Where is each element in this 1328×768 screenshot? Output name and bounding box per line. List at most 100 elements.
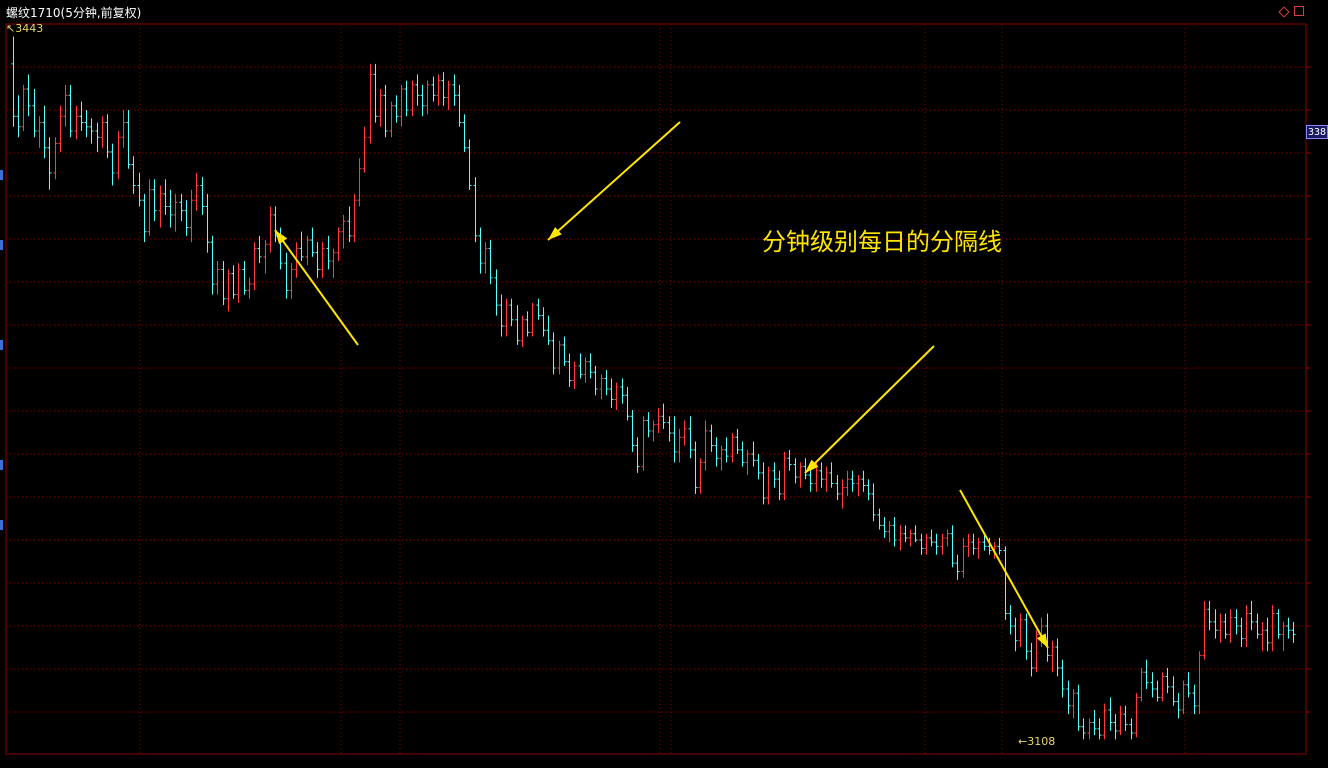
ohlc-bar [89,118,94,144]
ohlc-bar [1066,680,1071,715]
arrow-head [548,226,562,240]
ohlc-bar [1045,613,1050,662]
ohlc-bar [32,89,37,138]
ohlc-bar [431,76,436,102]
arrow-line [804,345,935,474]
ohlc-bar [399,84,404,127]
ohlc-bar [383,84,388,138]
ohlc-bar [326,235,331,270]
ohlc-bar [215,261,220,295]
ohlc-bar [1276,609,1281,639]
ohlc-bar [189,189,194,243]
ohlc-bar [787,449,792,471]
ohlc-bar [1291,621,1296,643]
ohlc-bar [226,269,231,312]
ohlc-bar [1228,609,1233,643]
ohlc-bar [609,378,614,408]
price-tag: 338 [1306,125,1328,139]
ohlc-bar [509,298,514,327]
chart-title: 螺纹1710(5分钟,前复权) [6,6,142,20]
ohlc-bar [110,143,115,186]
ohlc-bar [263,240,268,274]
ohlc-bar [698,458,703,494]
ohlc-bar [1134,693,1139,738]
ohlc-bar [1176,693,1181,719]
ohlc-bar [1286,617,1291,639]
ohlc-bar [882,516,887,538]
ohlc-bar [299,231,304,262]
ohlc-bar [1144,659,1149,689]
ohlc-bar [173,193,178,232]
ohlc-bar [488,240,493,285]
ohlc-bar [871,483,876,522]
ohlc-bar [1255,613,1260,639]
ohlc-bar [1129,718,1134,740]
low-marker: ←3108 [1018,735,1056,748]
ohlc-bar [1034,630,1039,673]
ohlc-bar [1076,684,1081,731]
ohlc-bar [152,179,157,222]
ohlc-bar [131,156,136,194]
ohlc-bar [1013,617,1018,652]
ohlc-bar [1018,613,1023,648]
ohlc-bar [194,172,199,211]
high-marker: ↖3443 [6,22,44,35]
ohlc-bar [546,315,551,345]
ohlc-bar [368,63,373,144]
ohlc-bar [614,382,619,410]
ohlc-bar [798,462,803,488]
ohlc-bar [761,462,766,505]
ohlc-bar [651,420,656,442]
ohlc-bar [200,177,205,215]
ohlc-bar [1165,667,1170,694]
ohlc-bar [1055,638,1060,677]
ohlc-bar [137,172,142,207]
edge-marker [0,520,3,530]
arrow-head [1036,633,1048,648]
ohlc-bar [467,139,472,190]
ohlc-bar [735,428,740,455]
ohlc-bar [1186,672,1191,698]
ohlc-bar [1024,613,1029,660]
ohlc-bar [898,525,903,551]
ohlc-bar [987,537,992,555]
ohlc-bar [1008,605,1013,635]
ohlc-bar [1060,659,1065,698]
plot-frame [5,23,1307,755]
ohlc-bar [515,305,520,345]
ohlc-bar [1249,600,1254,631]
ohlc-bar [105,114,110,159]
ohlc-bar [777,470,782,501]
ohlc-bar [661,403,666,429]
ohlc-bar [1213,609,1218,639]
ohlc-bar [1108,697,1113,731]
ohlc-bar [961,537,966,578]
ohlc-bar [588,353,593,379]
ohlc-bar [971,533,976,555]
ohlc-bar [829,462,834,488]
edge-marker [0,340,3,350]
ohlc-bar [562,336,567,366]
ohlc-bar [719,445,724,471]
maximize-icon[interactable] [1294,6,1304,16]
ohlc-bar [808,466,813,492]
ohlc-bar [221,261,226,306]
ohlc-bar [646,412,651,438]
ohlc-bar [53,137,58,180]
ohlc-bar [740,441,745,467]
edge-marker [0,460,3,470]
arrow-head [275,230,288,245]
ohlc-bar [121,110,126,148]
ohlc-bar [1097,718,1102,740]
ohlc-bar [766,466,771,505]
ohlc-bar [541,307,546,337]
ohlc-bar [751,441,756,467]
ohlc-bar [499,294,504,337]
ohlc-bar [331,248,336,278]
ohlc-bar [1113,714,1118,740]
ohlc-bar [578,353,583,379]
ohlc-bar [997,537,1002,555]
ohlc-bar [1160,672,1165,702]
ohlc-bar [940,533,945,555]
ohlc-bar [982,533,987,551]
